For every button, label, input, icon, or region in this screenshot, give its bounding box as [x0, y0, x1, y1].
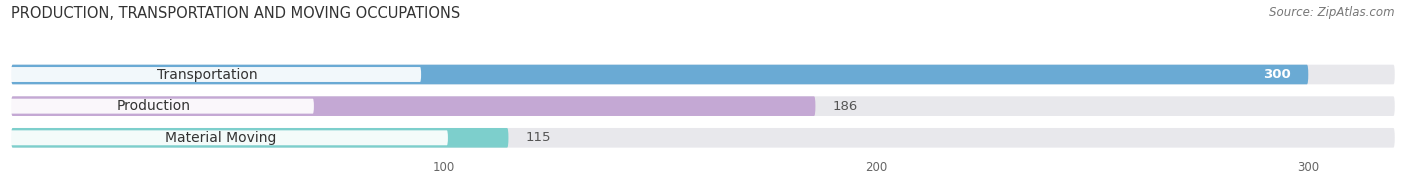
Text: 186: 186: [832, 100, 858, 113]
Text: PRODUCTION, TRANSPORTATION AND MOVING OCCUPATIONS: PRODUCTION, TRANSPORTATION AND MOVING OC…: [11, 6, 461, 21]
FancyBboxPatch shape: [11, 96, 1395, 116]
FancyBboxPatch shape: [0, 99, 314, 114]
FancyBboxPatch shape: [11, 128, 1395, 148]
FancyBboxPatch shape: [11, 128, 509, 148]
Text: 115: 115: [526, 131, 551, 144]
FancyBboxPatch shape: [0, 67, 422, 82]
Text: 300: 300: [1263, 68, 1291, 81]
FancyBboxPatch shape: [11, 65, 1395, 84]
Text: Transportation: Transportation: [157, 67, 257, 82]
Text: Material Moving: Material Moving: [166, 131, 277, 145]
FancyBboxPatch shape: [11, 65, 1309, 84]
Text: Source: ZipAtlas.com: Source: ZipAtlas.com: [1270, 6, 1395, 19]
FancyBboxPatch shape: [0, 130, 449, 145]
Text: Production: Production: [117, 99, 191, 113]
FancyBboxPatch shape: [11, 96, 815, 116]
